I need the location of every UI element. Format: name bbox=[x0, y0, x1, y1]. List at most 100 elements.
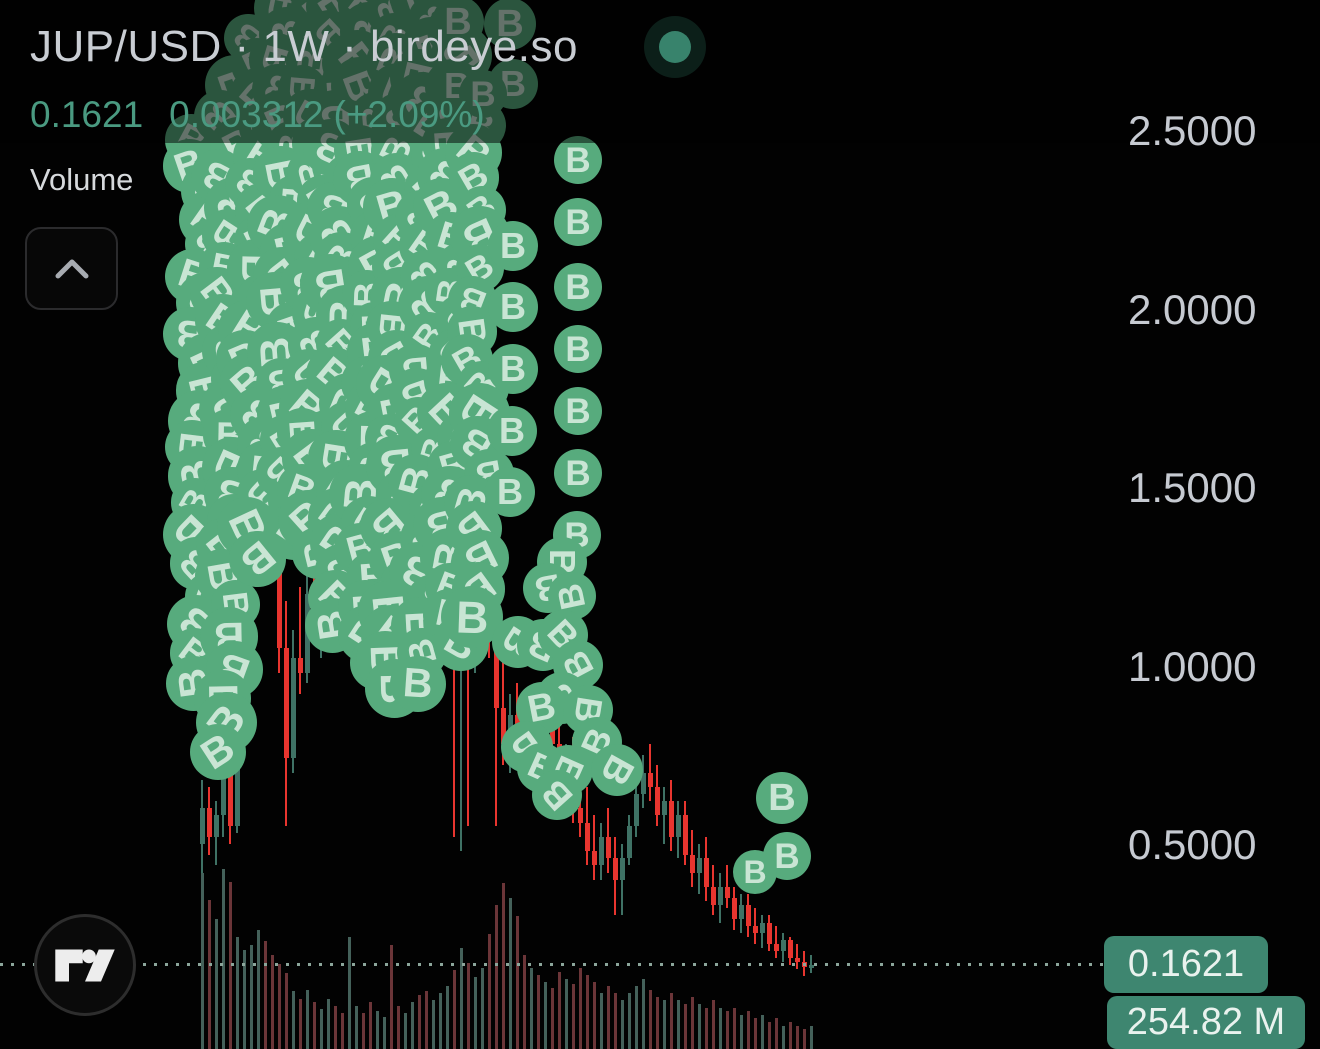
candle-body bbox=[697, 858, 702, 873]
last-price-badge: 0.1621 bbox=[1104, 936, 1268, 993]
volume-bar bbox=[215, 919, 218, 1049]
buy-marker-letter: B bbox=[565, 140, 591, 180]
volume-bar bbox=[411, 1002, 414, 1049]
volume-bar bbox=[726, 1011, 729, 1049]
live-status-button[interactable] bbox=[644, 16, 706, 78]
candle-body bbox=[291, 658, 296, 759]
volume-bar bbox=[495, 905, 498, 1049]
candle-body bbox=[599, 836, 604, 866]
candle-wick bbox=[299, 586, 301, 695]
price-axis-label: 1.0000 bbox=[1128, 643, 1257, 690]
volume-bar bbox=[327, 999, 330, 1049]
candle-body bbox=[739, 904, 744, 919]
buy-marker-bubble: B bbox=[488, 282, 538, 332]
buy-marker-letter: B bbox=[500, 225, 526, 266]
candle-body bbox=[683, 815, 688, 855]
volume-bar bbox=[376, 1011, 379, 1049]
volume-bar bbox=[572, 984, 575, 1049]
volume-bar bbox=[754, 1018, 757, 1049]
buy-marker-letter: B bbox=[532, 771, 581, 819]
volume-bar bbox=[719, 1008, 722, 1049]
candle-body bbox=[284, 647, 289, 759]
volume-bar bbox=[691, 997, 694, 1049]
current-price-line bbox=[0, 963, 1104, 966]
volume-bar bbox=[425, 991, 428, 1049]
candle-body bbox=[648, 772, 653, 787]
candle-body bbox=[550, 722, 555, 745]
volume-bar bbox=[789, 1022, 792, 1049]
buy-marker-bubble: B bbox=[488, 344, 538, 394]
volume-value-badge: 254.82 M bbox=[1107, 996, 1305, 1049]
volume-bar bbox=[460, 948, 463, 1049]
candle-body bbox=[298, 658, 303, 673]
price-change-percent: (+2.09%) bbox=[333, 94, 485, 135]
candle-body bbox=[746, 904, 751, 927]
volume-bar bbox=[285, 973, 288, 1049]
volume-bar bbox=[796, 1026, 799, 1049]
volume-bar bbox=[537, 975, 540, 1049]
volume-bar bbox=[222, 869, 225, 1049]
candle-body bbox=[214, 815, 219, 837]
buy-marker-letter: B bbox=[192, 723, 243, 779]
volume-bar bbox=[481, 968, 484, 1049]
volume-bar bbox=[271, 955, 274, 1049]
volume-bar bbox=[684, 1004, 687, 1049]
volume-bar bbox=[740, 1015, 743, 1049]
tradingview-icon bbox=[55, 949, 115, 981]
volume-bar bbox=[677, 1000, 680, 1049]
candle-body bbox=[732, 897, 737, 919]
buy-marker-bubble: B bbox=[554, 387, 602, 435]
candle-body bbox=[781, 940, 786, 952]
volume-bar bbox=[607, 986, 610, 1049]
volume-bar bbox=[390, 945, 393, 1049]
buy-marker-letter: B bbox=[550, 579, 594, 613]
candle-wick bbox=[726, 865, 728, 909]
candle-body bbox=[788, 940, 793, 959]
volume-bar bbox=[264, 941, 267, 1049]
volume-bar bbox=[397, 1006, 400, 1049]
volume-bar bbox=[355, 1006, 358, 1049]
volume-bar bbox=[810, 1026, 813, 1049]
volume-bar bbox=[768, 1022, 771, 1049]
volume-bar bbox=[313, 1002, 316, 1049]
buy-marker-letter: B bbox=[768, 777, 796, 819]
buy-marker-bubble: B bbox=[485, 467, 535, 517]
volume-bar bbox=[670, 993, 673, 1049]
volume-bar bbox=[516, 916, 519, 1049]
volume-bar bbox=[600, 993, 603, 1049]
buy-marker-bubble: B bbox=[554, 198, 602, 246]
volume-bar bbox=[586, 975, 589, 1049]
candle-body bbox=[207, 808, 212, 837]
candle-body bbox=[676, 815, 681, 837]
candle-body bbox=[774, 943, 779, 952]
candle-wick bbox=[754, 908, 756, 944]
price-axis-label: 0.5000 bbox=[1128, 821, 1257, 868]
buy-marker-bubble: B bbox=[488, 221, 538, 271]
buy-marker-letter: B bbox=[454, 590, 490, 644]
tradingview-logo-button[interactable] bbox=[34, 914, 136, 1016]
buy-marker-letter: B bbox=[565, 391, 591, 431]
volume-bar bbox=[593, 982, 596, 1049]
volume-bar bbox=[803, 1029, 806, 1049]
candle-wick bbox=[775, 926, 777, 959]
buy-marker-bubble: B bbox=[733, 850, 777, 894]
volume-bar bbox=[369, 1002, 372, 1049]
buy-marker-letter: B bbox=[499, 410, 525, 451]
volume-bar bbox=[775, 1018, 778, 1049]
buy-marker-letter: B bbox=[497, 471, 523, 512]
collapse-chart-button[interactable] bbox=[25, 227, 118, 310]
buy-marker-bubble: B bbox=[554, 136, 602, 184]
volume-bar bbox=[747, 1011, 750, 1049]
buy-marker-bubble: B bbox=[554, 325, 602, 373]
candle-body bbox=[228, 769, 233, 827]
volume-bar bbox=[698, 1004, 701, 1049]
volume-bar bbox=[523, 955, 526, 1049]
last-price-text: 0.1621 bbox=[30, 94, 144, 135]
buy-marker-letter: B bbox=[500, 348, 526, 389]
volume-bar bbox=[201, 873, 204, 1049]
volume-bar bbox=[761, 1015, 764, 1049]
volume-bar bbox=[621, 1000, 624, 1049]
volume-bar bbox=[642, 979, 645, 1049]
